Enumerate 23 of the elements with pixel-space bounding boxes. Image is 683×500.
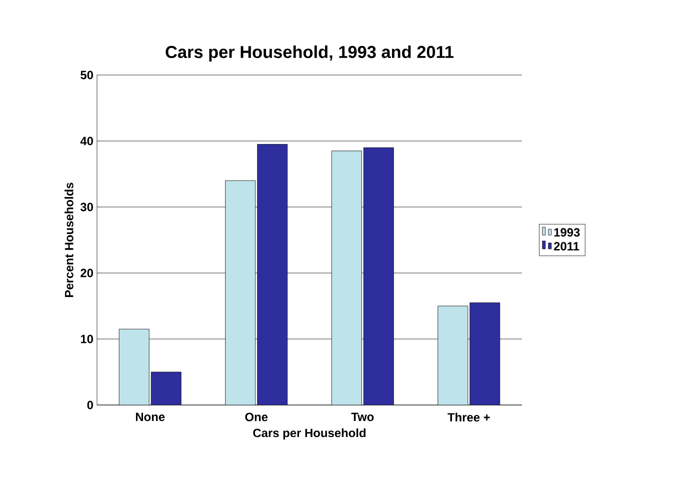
y-tick-label: 30 xyxy=(80,202,93,212)
bar xyxy=(225,180,256,405)
chart-title: Cars per Household, 1993 and 2011 xyxy=(166,45,454,62)
y-axis-title: Percent Households xyxy=(64,182,74,297)
y-tick-label: 0 xyxy=(87,400,93,410)
y-tick-label: 10 xyxy=(80,334,93,344)
bar xyxy=(150,372,182,405)
bar xyxy=(438,306,468,405)
x-axis-title: Cars per Household xyxy=(253,428,366,440)
x-tick-label: None xyxy=(136,412,165,422)
legend-label: 1993 xyxy=(554,228,580,237)
bar xyxy=(363,147,394,405)
y-tick-label: 50 xyxy=(80,70,93,80)
y-tick-label: 20 xyxy=(80,268,93,278)
y-tick-label: 40 xyxy=(80,136,93,146)
x-tick-label: One xyxy=(245,412,268,422)
x-tick-label: Two xyxy=(351,412,374,422)
x-tick-label: Three + xyxy=(448,412,490,422)
bar xyxy=(118,328,150,405)
bar xyxy=(470,302,500,405)
bar xyxy=(257,144,288,405)
legend-label: 2011 xyxy=(554,242,580,250)
bar xyxy=(331,150,362,405)
